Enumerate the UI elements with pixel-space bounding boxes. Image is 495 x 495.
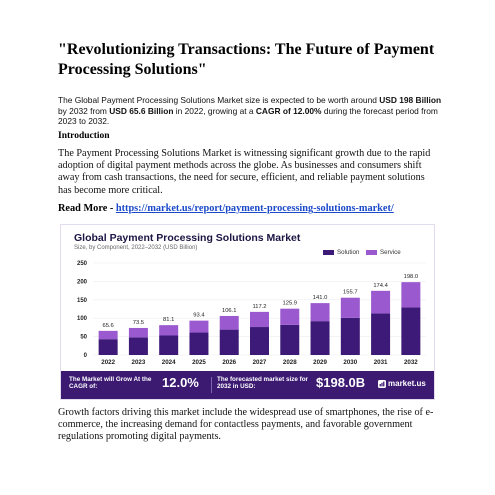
data-label: 73.5	[133, 320, 144, 326]
x-tick-label: 2023	[132, 359, 146, 366]
x-tick-label: 2027	[253, 359, 267, 366]
y-tick-label: 150	[77, 298, 88, 304]
x-tick-label: 2025	[192, 359, 206, 366]
legend-solution-swatch	[323, 250, 334, 255]
cagr-label: The Market will Grow At the CAGR of:	[69, 376, 152, 391]
y-tick-label: 50	[80, 335, 87, 341]
bar-service	[401, 282, 421, 308]
bar-solution	[189, 332, 209, 355]
summary-text-1: The Global Payment Processing Solutions …	[58, 95, 380, 105]
bar-solution	[340, 317, 360, 355]
bar-solution	[371, 313, 391, 355]
bar-service	[189, 320, 209, 333]
forecast-value: $198.0B	[316, 375, 366, 390]
x-tick-label: 2030	[343, 359, 357, 366]
read-more-line: Read More - https://market.us/report/pay…	[58, 203, 458, 214]
bar-solution	[98, 339, 118, 355]
bar-service	[98, 330, 118, 340]
legend-solution: Solution	[323, 249, 359, 256]
chart-plot: 0 50 100 150 200 250 65.6 2022 73.5 2023 81.1 2024 9…	[77, 261, 426, 366]
forecast-label: The forecasted market size for 2032 in U…	[217, 376, 308, 391]
summary-bold-1: USD 198 Billion	[379, 95, 442, 105]
summary-text-2: by 2032 from	[58, 105, 110, 116]
bar-service	[310, 303, 330, 322]
y-tick-label: 100	[77, 316, 88, 322]
x-tick-label: 2026	[222, 359, 236, 366]
article-title: "Revolutionizing Transactions: The Futur…	[58, 41, 435, 78]
bar-solution	[128, 337, 148, 355]
y-tick-label: 0	[84, 353, 88, 359]
x-tick-label: 2032	[404, 359, 418, 366]
market-chart-figure: Global Payment Processing Solutions Mark…	[60, 224, 435, 400]
y-tick-label: 200	[77, 279, 88, 285]
x-tick-label: 2028	[283, 359, 297, 366]
chart-subtitle: Size, by Component, 2022–2032 (USD Billi…	[74, 245, 198, 251]
bar-solution	[159, 335, 179, 355]
market-summary: The Global Payment Processing Solutions …	[58, 95, 443, 127]
data-label: 81.1	[163, 317, 174, 323]
brand-logo: market.us	[378, 379, 426, 388]
intro-paragraph: The Payment Processing Solutions Market …	[58, 148, 431, 196]
y-tick-label: 250	[77, 261, 88, 267]
cagr-value: 12.0%	[162, 375, 199, 390]
bar-solution	[310, 321, 330, 355]
summary-text-4: during the forecast period from 2023 to …	[58, 105, 438, 127]
data-label: 117.2	[252, 304, 266, 310]
read-more-label: Read More -	[58, 203, 116, 214]
data-label: 125.9	[283, 301, 298, 307]
summary-text-3: in 2022, growing at a	[173, 105, 256, 116]
read-more-link[interactable]: https://market.us/report/payment-process…	[115, 203, 394, 214]
brand-name: market.us	[388, 379, 426, 388]
x-tick-label: 2024	[162, 359, 176, 366]
summary-bold-3: CAGR of 12.00%	[255, 105, 322, 116]
bar-service	[371, 290, 391, 314]
legend-service-label: Service	[380, 249, 401, 256]
x-tick-label: 2029	[313, 359, 327, 366]
data-label: 93.4	[193, 313, 205, 319]
x-tick-label: 2031	[374, 359, 388, 366]
bar-solution	[250, 327, 269, 355]
data-label: 155.7	[343, 290, 358, 296]
growth-paragraph: Growth factors driving this market inclu…	[58, 407, 434, 443]
x-tick-label: 2022	[101, 359, 115, 366]
brand-logo-icon	[378, 379, 386, 388]
bar-service	[159, 325, 179, 336]
legend-solution-label: Solution	[337, 249, 360, 256]
legend-service-swatch	[366, 250, 377, 255]
bar-solution	[219, 329, 239, 355]
bar-service	[250, 311, 269, 328]
data-label: 198.0	[404, 274, 419, 280]
data-label: 174.4	[373, 283, 388, 289]
data-label: 65.6	[102, 323, 113, 329]
summary-bold-2: USD 65.6 Billion	[109, 105, 174, 116]
bar-service	[340, 297, 360, 318]
data-label: 141.0	[313, 295, 328, 301]
bar-service	[280, 308, 300, 325]
chart-banner: The Market will Grow At the CAGR of: 12.…	[61, 371, 434, 399]
bar-service	[128, 327, 148, 338]
legend-service: Service	[366, 249, 401, 256]
intro-heading: Introduction	[58, 131, 110, 141]
bar-service	[219, 315, 239, 330]
bar-solution	[401, 307, 421, 355]
chart-title: Global Payment Processing Solutions Mark…	[74, 232, 301, 244]
bar-solution	[280, 324, 300, 355]
data-label: 106.1	[222, 308, 237, 314]
banner-divider	[211, 377, 212, 393]
